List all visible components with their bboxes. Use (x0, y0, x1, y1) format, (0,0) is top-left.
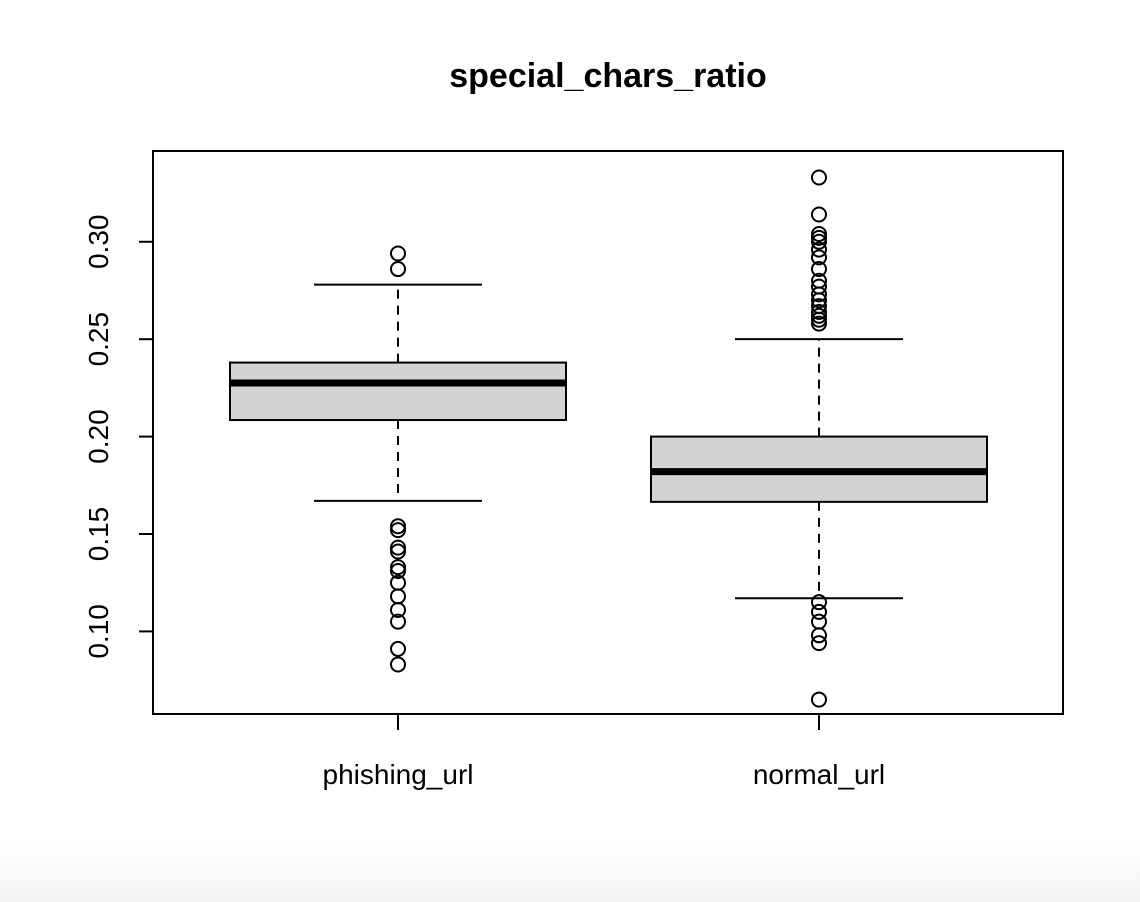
outlier-point (811, 286, 827, 303)
outlier-point (390, 601, 406, 618)
box-group-normal-url (650, 169, 988, 708)
outlier-point (390, 588, 406, 605)
outlier-point (390, 656, 406, 673)
outlier-point (390, 543, 406, 560)
y-tick-label: 0.25 (83, 312, 114, 367)
outlier-point (811, 241, 827, 258)
outlier-point (811, 169, 827, 186)
plot-frame (152, 150, 1064, 715)
outlier-point (811, 635, 827, 652)
y-tick-label: 0.20 (83, 409, 114, 464)
y-tick-label: 0.15 (83, 507, 114, 562)
outlier-point (390, 522, 406, 539)
outlier-point (811, 311, 827, 328)
outlier-point (811, 613, 827, 630)
outlier-point (811, 594, 827, 611)
outlier-point (811, 261, 827, 278)
outlier-point (390, 539, 406, 556)
outlier-point (390, 559, 406, 576)
outlier-point (390, 563, 406, 580)
iqr-box (229, 361, 567, 422)
box-group-phishing-url (229, 245, 567, 673)
outlier-point (811, 292, 827, 309)
outlier-point (811, 303, 827, 320)
boxes-layer (229, 169, 988, 708)
x-tick-label: phishing_url (323, 759, 474, 790)
chart-title: special_chars_ratio (449, 57, 767, 95)
outlier-point (811, 691, 827, 708)
outlier-point (390, 518, 406, 535)
y-axis: 0.10 0.15 0.20 0.25 0.30 (83, 215, 154, 659)
outlier-point (390, 640, 406, 657)
x-tick-label: normal_url (753, 759, 885, 790)
outlier-point (811, 229, 827, 246)
y-tick-label: 0.30 (83, 215, 114, 270)
y-tick-label: 0.10 (83, 604, 114, 659)
outlier-point (811, 315, 827, 332)
bottom-fade (0, 842, 1140, 902)
outlier-point (390, 613, 406, 630)
x-axis: phishing_url normal_url (323, 714, 885, 790)
outlier-point (811, 307, 827, 324)
outlier-point (811, 233, 827, 250)
outlier-point (390, 261, 406, 278)
outlier-point (811, 225, 827, 242)
outlier-point (811, 249, 827, 266)
outlier-point (811, 206, 827, 223)
outlier-point (811, 603, 827, 620)
outlier-point (390, 245, 406, 262)
outlier-point (811, 627, 827, 644)
